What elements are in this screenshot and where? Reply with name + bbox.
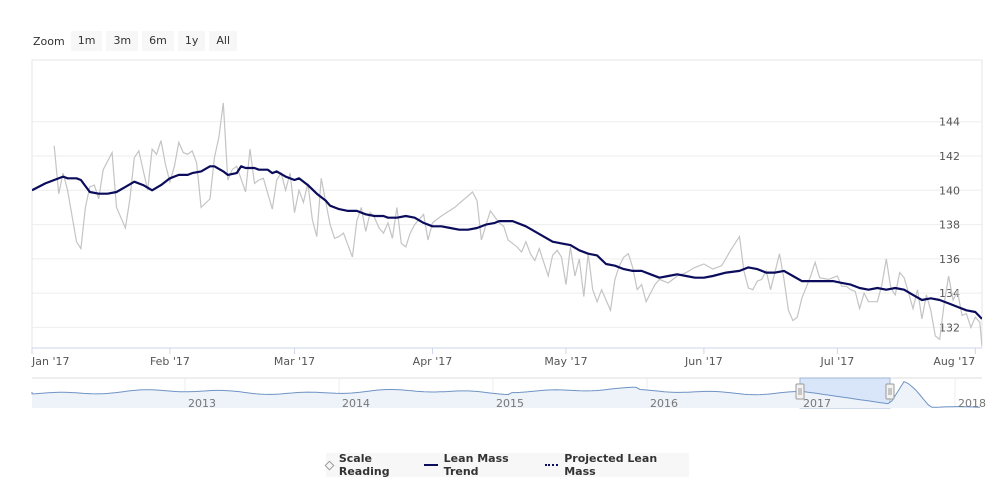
- x-axis: Jan '17 Feb '17 Mar '17 Apr '17 May '17 Jun '…: [31, 347, 982, 368]
- y-tick-label: 140: [939, 184, 960, 197]
- x-tick-label: May '17: [544, 355, 587, 368]
- range-selector: Zoom 1m 3m 6m 1y All: [33, 31, 238, 51]
- x-tick-label: Feb '17: [150, 355, 190, 368]
- y-tick-label: 142: [939, 150, 960, 163]
- solid-line-icon: [424, 464, 438, 466]
- diamond-icon: [324, 460, 335, 470]
- navigator-year-label: 2014: [342, 397, 370, 410]
- y-tick-label: 144: [939, 116, 960, 129]
- dotted-line-icon: [544, 464, 559, 466]
- x-tick-label: Jun '17: [684, 355, 723, 368]
- navigator-line: [31, 380, 981, 408]
- zoom-6m-button[interactable]: 6m: [142, 31, 174, 51]
- navigator[interactable]: 2013 2014 2015 2016 2017 2018: [31, 377, 986, 410]
- navigator-year-label: 2013: [188, 397, 216, 410]
- y-tick-label: 136: [939, 253, 960, 266]
- legend-label: Scale Reading: [338, 452, 390, 478]
- legend-label: Lean Mass Trend: [443, 452, 509, 478]
- navigator-year-label: 2015: [496, 397, 524, 410]
- legend-label: Projected Lean Mass: [564, 452, 658, 478]
- navigator-year-label: 2016: [650, 397, 678, 410]
- y-gridlines: [32, 121, 982, 328]
- zoom-1m-button[interactable]: 1m: [70, 31, 103, 51]
- scale-reading-line: [53, 102, 982, 347]
- x-tick-label: Jan '17: [31, 355, 69, 368]
- navigator-left-handle[interactable]: [795, 383, 805, 400]
- y-tick-label: 132: [939, 321, 960, 334]
- navigator-right-handle[interactable]: [885, 383, 895, 400]
- y-tick-label: 138: [939, 219, 960, 232]
- x-tick-label: Aug '17: [933, 355, 975, 368]
- zoom-1y-button[interactable]: 1y: [177, 31, 206, 51]
- legend: Scale Reading Lean Mass Trend Projected …: [324, 452, 689, 478]
- legend-item-lean-mass-trend[interactable]: Lean Mass Trend: [424, 452, 545, 478]
- zoom-3m-button[interactable]: 3m: [106, 31, 139, 51]
- x-tick-label: Mar '17: [274, 355, 315, 368]
- zoom-all-button[interactable]: All: [209, 31, 238, 51]
- zoom-label: Zoom: [33, 34, 65, 48]
- lean-mass-trend-line: [32, 165, 982, 320]
- x-tick-label: Jul '17: [819, 355, 854, 368]
- navigator-year-label: 2018: [958, 397, 986, 410]
- navigator-year-label: 2017: [803, 397, 831, 410]
- plot-border: [31, 59, 983, 349]
- legend-item-projected-lean-mass[interactable]: Projected Lean Mass: [544, 452, 689, 478]
- x-tick-label: Apr '17: [413, 355, 453, 368]
- series-group: [32, 102, 982, 347]
- legend-item-scale-reading[interactable]: Scale Reading: [324, 452, 424, 478]
